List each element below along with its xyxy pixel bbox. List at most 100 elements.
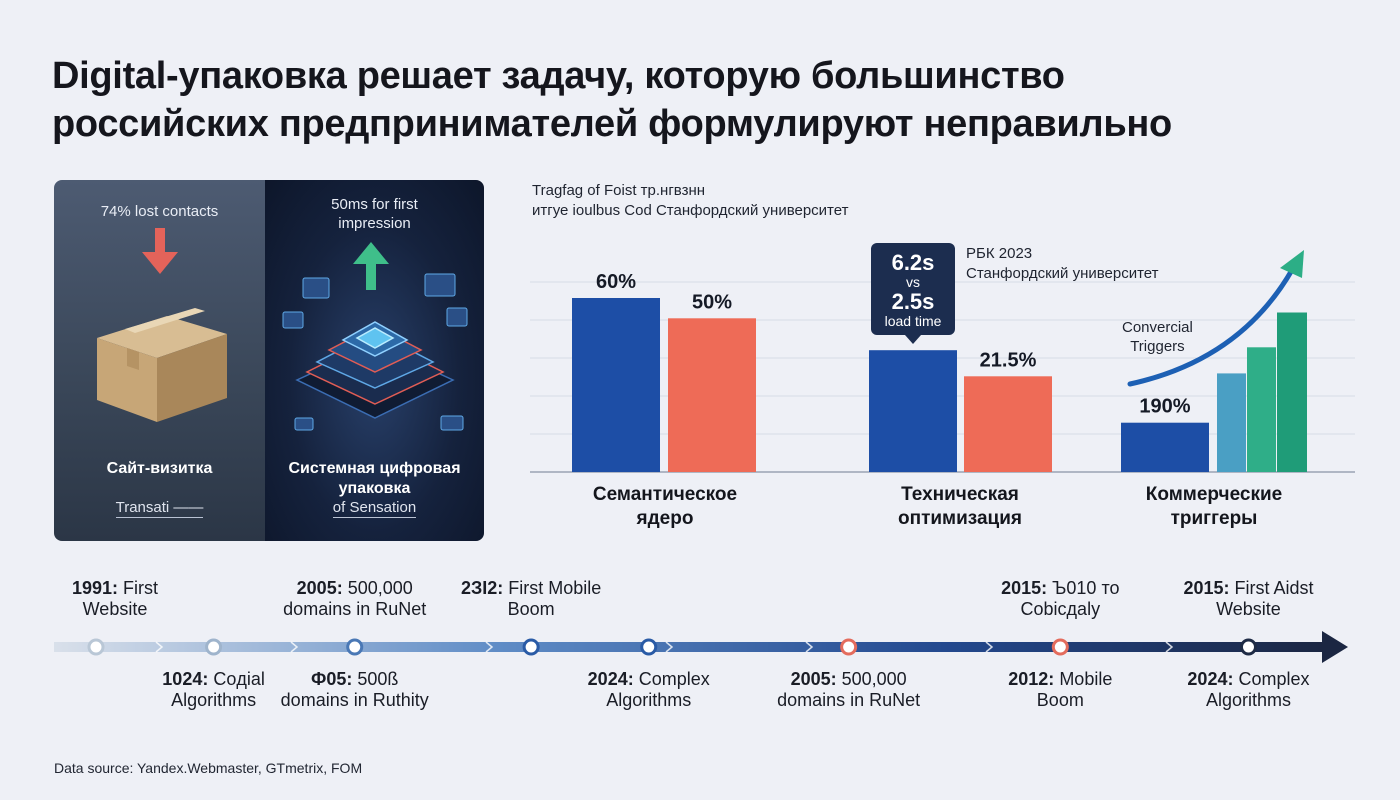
- triggers-annotation: Convercial Triggers: [1122, 318, 1193, 356]
- timeline-chevron: [665, 641, 674, 653]
- first-impression-stat: 50ms for first impression: [265, 195, 484, 233]
- chart-source-line-1: РБК 2023: [966, 245, 1033, 262]
- timeline-year: 2005:: [296, 578, 343, 598]
- digital-packaging-heading-line-1: Системная цифровая: [288, 460, 461, 477]
- bar-2-1: [1217, 373, 1246, 472]
- timeline-dot: [1051, 638, 1069, 656]
- timeline-event-2: 2005: 500,000 domains in RuNet: [280, 578, 430, 620]
- group-label-commercial: Коммерческие триггеры: [1104, 483, 1324, 531]
- lost-contacts-stat: 74% lost contacts: [100, 203, 219, 220]
- timeline-chevron: [290, 641, 299, 653]
- timeline-year: Ф05:: [311, 669, 353, 689]
- business-card-sub-wrap: Transati ——: [54, 498, 265, 518]
- timeline-text: Ъ010 то Cobicдaly: [1020, 578, 1120, 619]
- digital-packaging-sub: of Sensation: [332, 499, 417, 518]
- timeline-dot: [840, 638, 858, 656]
- callout-value-1: 6.2s: [891, 250, 935, 275]
- arrow-up-icon: [353, 242, 389, 290]
- timeline-event-7: 2015: Ъ010 то Cobicдaly: [985, 578, 1135, 620]
- timeline-chevron: [805, 641, 814, 653]
- group-label-semantic-line-2: ядеро: [636, 508, 694, 529]
- timeline-dot: [87, 638, 105, 656]
- callout-note: load time: [884, 313, 942, 329]
- timeline-dot: [640, 638, 658, 656]
- timeline-dot: [346, 638, 364, 656]
- timeline-event-1: 1024: Coдial Algorithms: [139, 669, 289, 711]
- business-card-sub: Transati ——: [115, 499, 204, 518]
- first-impression-line-1: 50ms for first: [331, 196, 418, 213]
- timeline-event-5: 2024: Complex Algorithms: [574, 669, 724, 711]
- first-impression-line-2: impression: [338, 215, 411, 232]
- group-label-commercial-line-2: триггеры: [1170, 508, 1258, 529]
- bar-label-1-1: 21.5%: [980, 349, 1037, 371]
- callout-value-2: 2.5s: [891, 289, 935, 314]
- bar-label-0-1: 50%: [692, 291, 732, 313]
- page-title: Digital-упаковка решает задачу, которую …: [52, 52, 1372, 148]
- timeline-text: Coдial Algorithms: [171, 669, 265, 710]
- comparison-panel: 74% lost contacts Сайт-визитка Transati …: [54, 180, 484, 541]
- group-label-semantic-line-1: Семантическое: [592, 484, 738, 505]
- bar-label-2-0: 190%: [1139, 396, 1190, 418]
- group-label-technical: Техническая оптимизация: [850, 483, 1070, 531]
- bar-2-3: [1277, 312, 1307, 472]
- timeline-text: 500ß domains in Ruthity: [280, 669, 429, 710]
- load-time-callout: 6.2s vs 2.5s load time: [871, 243, 955, 344]
- bar-0-0: [572, 298, 660, 472]
- bar-0-1: [668, 318, 756, 472]
- timeline-year: 1024:: [162, 669, 209, 689]
- timeline-year: 2015:: [1001, 578, 1048, 598]
- chart-header-line-2: итгуе ioulbus Cod Станфордский университ…: [532, 202, 849, 219]
- data-source-note: Data source: Yandex.Webmaster, GTmetrix,…: [54, 760, 363, 776]
- growth-arrow: [1127, 267, 1295, 387]
- bar-1-0: [869, 350, 957, 472]
- timeline-dot: [205, 638, 223, 656]
- group-label-technical-line-2: оптимизация: [897, 508, 1022, 529]
- timeline-event-0: 1991: First Website: [40, 578, 190, 620]
- bar-2-0: [1121, 422, 1209, 472]
- timeline-chevron: [1165, 641, 1174, 653]
- timeline-year: 2024:: [587, 669, 634, 689]
- digital-packaging-heading: Системная цифровая упаковка: [265, 459, 484, 499]
- timeline-track: [54, 631, 1348, 663]
- triggers-annotation-line-2: Triggers: [1130, 338, 1185, 355]
- timeline-bar: [54, 642, 1324, 652]
- title-line-1: Digital-упаковка решает задачу, которую …: [52, 55, 1065, 97]
- business-card-heading: Сайт-визитка: [106, 460, 213, 477]
- timeline-event-8: 2012: Mobile Boom: [985, 669, 1135, 711]
- timeline-dot: [1239, 638, 1257, 656]
- timeline-text: Complex Algorithms: [1205, 669, 1310, 710]
- group-label-commercial-line-1: Коммерческие: [1145, 484, 1283, 505]
- timeline-year: 2024:: [1187, 669, 1234, 689]
- timeline-year: 2015:: [1183, 578, 1230, 598]
- timeline-arrowhead: [1322, 631, 1348, 663]
- timeline-dot: [522, 638, 540, 656]
- triggers-annotation-line-1: Convercial: [1122, 319, 1193, 336]
- group-label-semantic: Семантическое ядеро: [555, 483, 775, 531]
- timeline-text: Complex Algorithms: [606, 669, 710, 710]
- bar-2-2: [1247, 347, 1276, 472]
- timeline-year: 2ЗI2:: [460, 578, 504, 598]
- chart-source-line-2: Станфордский университет: [966, 265, 1159, 282]
- timeline-event-9: 2015: First Aidst Website: [1173, 578, 1323, 620]
- timeline-chevron: [485, 641, 494, 653]
- digital-packaging-heading-line-2: упаковка: [338, 480, 411, 497]
- title-line-2: российских предпринимателей формулируют …: [52, 103, 1172, 145]
- timeline-event-6: 2005: 500,000 domains in RuNet: [774, 669, 924, 711]
- timeline-text: First Website: [82, 578, 159, 619]
- growth-arrow-head: [1280, 250, 1304, 278]
- timeline-text: First Aidst Website: [1216, 578, 1314, 619]
- timeline-event-3: Ф05: 500ß domains in Ruthity: [280, 669, 430, 711]
- timeline-chevron: [985, 641, 994, 653]
- bar-label-0-0: 60%: [596, 271, 636, 293]
- digital-packaging-sub-wrap: of Sensation: [265, 498, 484, 518]
- timeline-text: Mobile Boom: [1036, 669, 1113, 710]
- timeline-event-4: 2ЗI2: First Mobile Boom: [456, 578, 606, 620]
- digital-system-icon: [282, 273, 468, 431]
- timeline-chevron: [155, 641, 164, 653]
- timeline-year: 1991:: [71, 578, 119, 598]
- timeline-text: 500,000 domains in RuNet: [777, 669, 921, 710]
- bar-chart: 60% 50% 21.5% 190%: [530, 250, 1355, 473]
- timeline-year: 2012:: [1008, 669, 1055, 689]
- timeline-text: First Mobile Boom: [503, 578, 602, 619]
- cardboard-box-icon: [97, 308, 227, 422]
